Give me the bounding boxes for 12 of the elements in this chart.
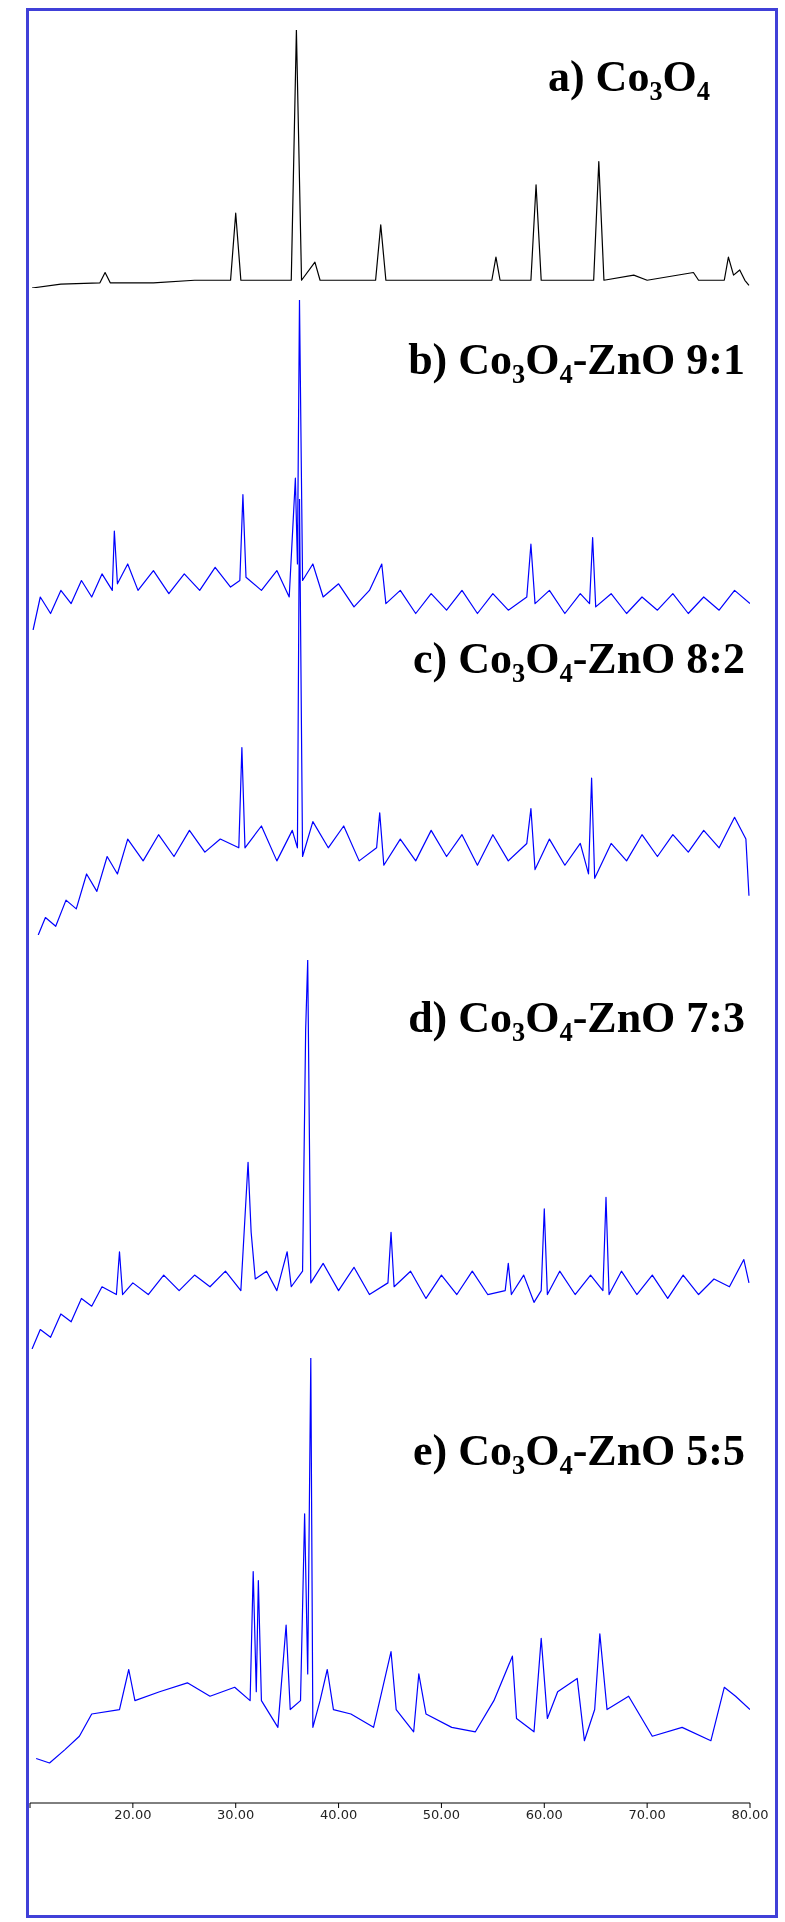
x-tick-label: 30.00 xyxy=(217,1807,255,1823)
text: e) Co₃O₄-ZnO 5:5 xyxy=(413,1426,745,1475)
text: d) Co₃O₄-ZnO 7:3 xyxy=(408,993,745,1042)
x-tick-label: 60.00 xyxy=(525,1807,563,1823)
text: b) Co₃O₄-ZnO 9:1 xyxy=(408,335,745,384)
x-tick-label: 20.00 xyxy=(114,1807,152,1823)
text: c) Co₃O₄-ZnO 8:2 xyxy=(413,634,745,683)
text: a) Co₃O₄ xyxy=(547,52,710,101)
x-tick-label: 80.00 xyxy=(731,1807,769,1823)
x-tick-label: 70.00 xyxy=(628,1807,666,1823)
x-tick-label: 40.00 xyxy=(319,1807,358,1823)
x-tick-label: 50.00 xyxy=(422,1807,461,1823)
